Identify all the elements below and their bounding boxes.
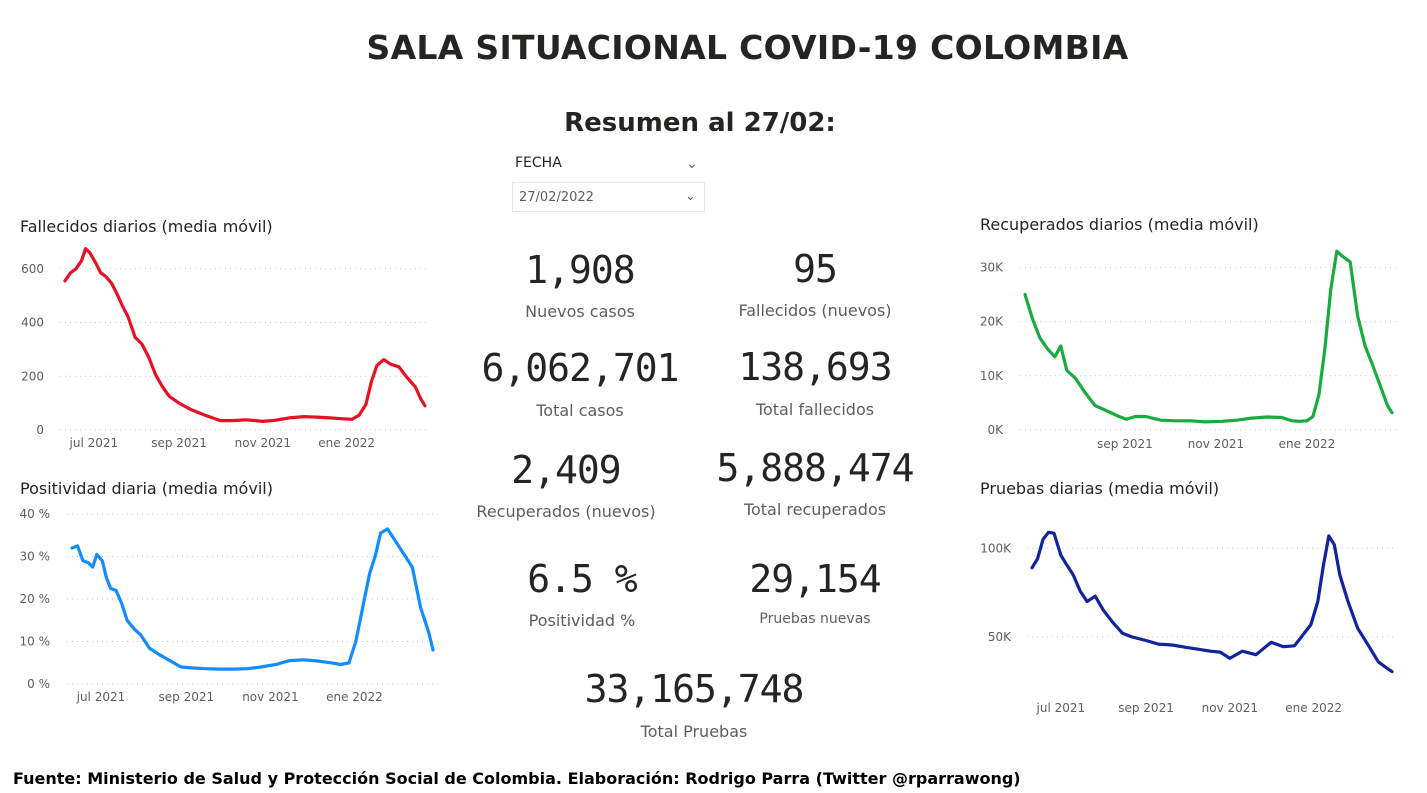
pruebas-series-line[interactable] xyxy=(1030,530,1394,674)
positividad-series-line[interactable] xyxy=(70,527,435,671)
y-tick-label: 200 xyxy=(21,369,44,383)
chart-title-fallecidos: Fallecidos diarios (media móvil) xyxy=(20,217,273,236)
kpi-total-casos-value: 6,062,701 xyxy=(481,346,680,390)
x-tick-label: sep 2021 xyxy=(159,690,215,704)
kpi-pruebas-nuevas-value: 29,154 xyxy=(749,557,881,601)
y-tick-label: 30K xyxy=(980,260,1004,274)
date-slicer-value: 27/02/2022 xyxy=(519,190,594,205)
x-tick-label: jul 2021 xyxy=(76,690,126,704)
y-tick-label: 0 % xyxy=(27,677,50,691)
fallecidos-series-line[interactable] xyxy=(63,247,427,423)
kpi-pruebas-nuevas-label: Pruebas nuevas xyxy=(759,611,871,627)
x-tick-label: ene 2022 xyxy=(1285,701,1342,715)
x-tick-label: ene 2022 xyxy=(318,436,375,450)
kpi-total-recuperados-value: 5,888,474 xyxy=(716,446,915,490)
y-tick-label: 400 xyxy=(21,316,44,330)
x-tick-label: sep 2021 xyxy=(1097,437,1153,451)
x-tick-label: sep 2021 xyxy=(151,436,207,450)
kpi-positividad-value: 6.5 % xyxy=(527,557,637,601)
y-tick-label: 30 % xyxy=(20,550,51,564)
y-tick-label: 20 % xyxy=(20,592,51,606)
chevron-down-icon[interactable]: ⌄ xyxy=(685,189,696,204)
x-tick-label: nov 2021 xyxy=(1188,437,1244,451)
kpi-total-pruebas-label: Total Pruebas xyxy=(640,722,748,741)
kpi-nuevos-casos-label: Nuevos casos xyxy=(525,302,635,321)
x-tick-label: ene 2022 xyxy=(326,690,383,704)
kpi-positividad-label: Positividad % xyxy=(528,611,636,630)
y-tick-label: 100K xyxy=(980,541,1012,555)
y-tick-label: 600 xyxy=(21,262,44,276)
kpi-nuevos-casos-value: 1,908 xyxy=(525,248,635,292)
kpi-recuperados-nuevos-value: 2,409 xyxy=(511,448,621,492)
y-tick-label: 10K xyxy=(980,369,1004,383)
page-title: SALA SITUACIONAL COVID-19 COLOMBIA xyxy=(366,28,1129,67)
y-tick-label: 0 xyxy=(36,423,44,437)
x-tick-label: nov 2021 xyxy=(235,436,291,450)
kpi-total-casos-label: Total casos xyxy=(536,401,624,420)
chart-title-pruebas: Pruebas diarias (media móvil) xyxy=(980,479,1220,498)
y-tick-label: 10 % xyxy=(20,635,51,649)
x-tick-label: nov 2021 xyxy=(1202,701,1258,715)
y-tick-label: 20K xyxy=(980,315,1004,329)
kpi-fallecidos-nuevos-label: Fallecidos (nuevos) xyxy=(738,301,892,320)
recuperados-series-line[interactable] xyxy=(1023,249,1394,424)
chart-title-positividad: Positividad diaria (media móvil) xyxy=(20,479,273,498)
x-tick-label: nov 2021 xyxy=(242,690,298,704)
y-tick-label: 0K xyxy=(987,423,1004,437)
kpi-total-recuperados-label: Total recuperados xyxy=(743,500,887,519)
kpi-total-pruebas-value: 33,165,748 xyxy=(584,667,805,711)
kpi-recuperados-nuevos-label: Recuperados (nuevos) xyxy=(476,502,656,521)
x-tick-label: jul 2021 xyxy=(69,436,119,450)
page-subtitle: Resumen al 27/02: xyxy=(564,108,836,138)
x-tick-label: jul 2021 xyxy=(1036,701,1086,715)
y-tick-label: 40 % xyxy=(20,507,51,521)
x-tick-label: sep 2021 xyxy=(1118,701,1174,715)
date-slicer-dropdown[interactable]: 27/02/2022 ⌄ xyxy=(512,182,705,212)
y-tick-label: 50K xyxy=(988,630,1012,644)
chevron-down-icon[interactable]: ⌄ xyxy=(686,156,698,172)
slicer-label: FECHA xyxy=(515,155,562,171)
kpi-fallecidos-nuevos-value: 95 xyxy=(793,247,838,291)
footer-source: Fuente: Ministerio de Salud y Protección… xyxy=(13,769,1021,788)
kpi-total-fallecidos-label: Total fallecidos xyxy=(755,400,875,419)
chart-title-recuperados: Recuperados diarios (media móvil) xyxy=(980,215,1259,234)
kpi-total-fallecidos-value: 138,693 xyxy=(738,345,892,389)
x-tick-label: ene 2022 xyxy=(1279,437,1336,451)
